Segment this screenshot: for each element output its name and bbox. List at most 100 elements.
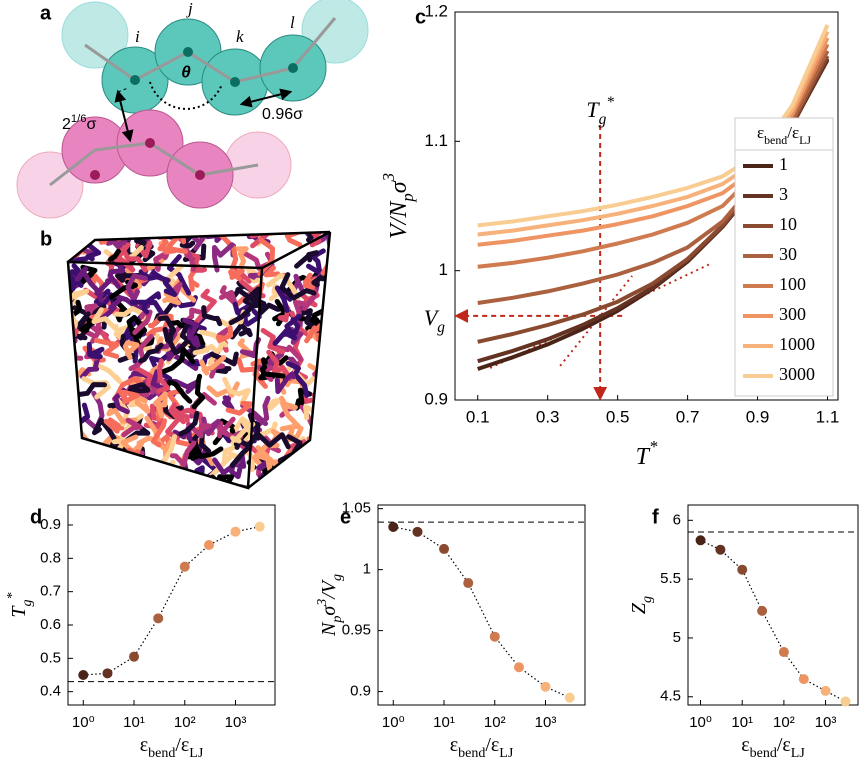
chain xyxy=(150,418,167,448)
chain xyxy=(129,299,150,315)
x-tick-label: 10³ xyxy=(225,714,247,731)
x-tick-label: 10² xyxy=(773,714,795,731)
x-tick-label: 0.9 xyxy=(746,407,770,426)
chain xyxy=(108,449,126,481)
chain xyxy=(159,480,200,488)
point xyxy=(412,526,423,537)
x-tick-label: 0.7 xyxy=(676,407,700,426)
text-part: bend xyxy=(458,746,485,761)
chain xyxy=(193,288,217,326)
chain xyxy=(186,421,212,439)
chain xyxy=(185,441,199,461)
angle-label: θ xyxy=(181,62,191,81)
chain xyxy=(215,325,234,343)
chain xyxy=(171,483,194,488)
chain xyxy=(178,411,200,437)
chain xyxy=(241,420,278,439)
tangent xyxy=(559,275,633,367)
text-part: T xyxy=(636,444,651,470)
chain xyxy=(68,467,92,488)
chain xyxy=(319,462,330,488)
chain xyxy=(218,285,238,306)
point xyxy=(798,674,809,685)
chain xyxy=(262,476,285,488)
y-tick-label: 1 xyxy=(363,561,371,578)
chain xyxy=(96,296,124,324)
chain xyxy=(272,232,303,239)
trend-line xyxy=(700,539,846,703)
chain xyxy=(109,467,133,480)
chain xyxy=(316,340,330,358)
chain xyxy=(320,416,330,442)
chain xyxy=(68,400,79,418)
lj-arrow xyxy=(114,89,134,143)
text-part: /ε xyxy=(485,734,499,756)
text-part: /ε xyxy=(175,734,189,756)
chain xyxy=(277,232,303,248)
text-part: /ε xyxy=(787,123,799,142)
chain xyxy=(240,402,268,427)
chain xyxy=(314,368,330,396)
legend-label: 30 xyxy=(779,244,797,264)
chain xyxy=(85,477,106,488)
chain xyxy=(116,481,145,488)
chain xyxy=(255,445,273,472)
point xyxy=(203,540,214,550)
text-part: /V xyxy=(318,578,340,600)
x-tick-label: 10² xyxy=(174,714,196,731)
chain xyxy=(90,456,116,481)
text-part: LJ xyxy=(189,746,204,761)
chain xyxy=(86,341,105,360)
chain xyxy=(74,266,104,297)
text-part: p xyxy=(398,193,417,202)
panel-labels: a b c d e f xyxy=(30,2,659,528)
point xyxy=(388,521,399,532)
chain xyxy=(314,396,330,421)
chain xyxy=(235,246,249,274)
x-axis-label: εbend/εLJ xyxy=(140,734,204,761)
chain xyxy=(327,284,330,314)
chain xyxy=(68,422,83,444)
trend-line xyxy=(393,526,570,699)
y-tick-label: 0.95 xyxy=(342,622,371,639)
y-tick-label: 1.1 xyxy=(424,131,448,150)
chain xyxy=(31,432,63,455)
bond-label: 0.96σ xyxy=(262,106,303,123)
angle-arc xyxy=(149,81,223,110)
chain xyxy=(115,242,136,273)
text-part: g xyxy=(599,111,607,128)
text-part: LJ xyxy=(791,746,806,761)
bond-arrow xyxy=(239,88,293,108)
point xyxy=(463,578,474,589)
text-part: g xyxy=(20,599,35,606)
chain xyxy=(68,459,98,488)
chain xyxy=(138,232,163,240)
text-part: 3 xyxy=(379,173,398,182)
chain xyxy=(91,307,119,331)
chain xyxy=(81,376,111,400)
bead-label: k xyxy=(236,27,244,46)
chain xyxy=(68,448,89,488)
legend-label: 3000 xyxy=(779,364,815,384)
chain xyxy=(291,470,309,488)
chain xyxy=(165,471,189,488)
text-part: bend xyxy=(764,133,787,147)
polymer-chains xyxy=(31,232,330,488)
chain xyxy=(312,447,330,465)
chain xyxy=(82,232,105,235)
chain xyxy=(156,358,171,394)
text-part: σ xyxy=(318,605,340,616)
y-tick-label: 0.5 xyxy=(40,649,61,666)
chain-schematic: i j k l θ 21/6σ 0.96σ xyxy=(16,0,369,219)
y-tick-label: 4.5 xyxy=(660,688,681,705)
chain xyxy=(212,242,235,273)
chain xyxy=(317,406,330,418)
bead-centers xyxy=(130,47,298,87)
chain xyxy=(153,391,168,419)
plot-frame xyxy=(377,504,586,706)
chain xyxy=(294,250,319,269)
chain xyxy=(329,274,330,304)
text-part: bend xyxy=(750,746,777,761)
chain xyxy=(136,459,156,472)
chain xyxy=(122,340,140,360)
